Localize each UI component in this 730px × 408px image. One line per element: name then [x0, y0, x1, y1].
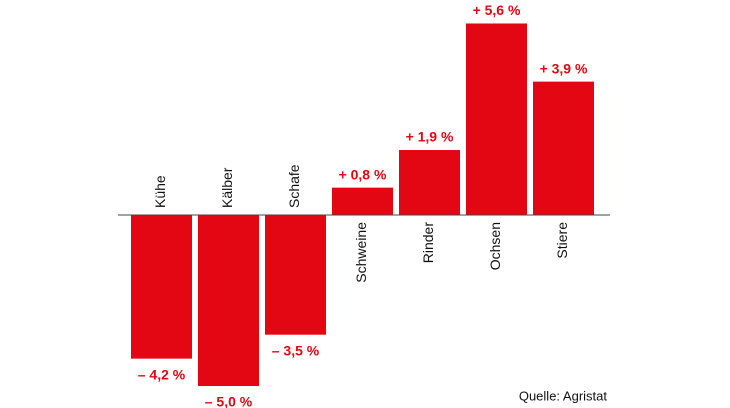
category-label: Kälber	[219, 167, 235, 208]
bar	[466, 23, 527, 216]
value-label: + 1,9 %	[406, 129, 454, 145]
value-label: – 5,0 %	[205, 394, 253, 408]
value-label: – 3,5 %	[272, 342, 320, 358]
bar	[198, 215, 259, 386]
category-label: Stiere	[554, 222, 570, 259]
value-label: – 4,2 %	[138, 366, 186, 382]
category-label: Kühe	[152, 175, 168, 208]
category-label: Ochsen	[487, 222, 503, 270]
bar	[533, 81, 594, 216]
value-label: + 5,6 %	[473, 2, 521, 18]
source: Quelle: Agristat	[519, 388, 608, 403]
category-label: Schafe	[286, 164, 302, 208]
value-label: + 3,9 %	[540, 60, 588, 76]
bar	[399, 150, 460, 215]
category-label: Rinder	[420, 222, 436, 264]
value-label: + 0,8 %	[339, 166, 387, 182]
bar	[131, 215, 192, 359]
category-label: Schweine	[353, 222, 369, 283]
bar	[265, 215, 326, 335]
bar	[332, 187, 393, 215]
